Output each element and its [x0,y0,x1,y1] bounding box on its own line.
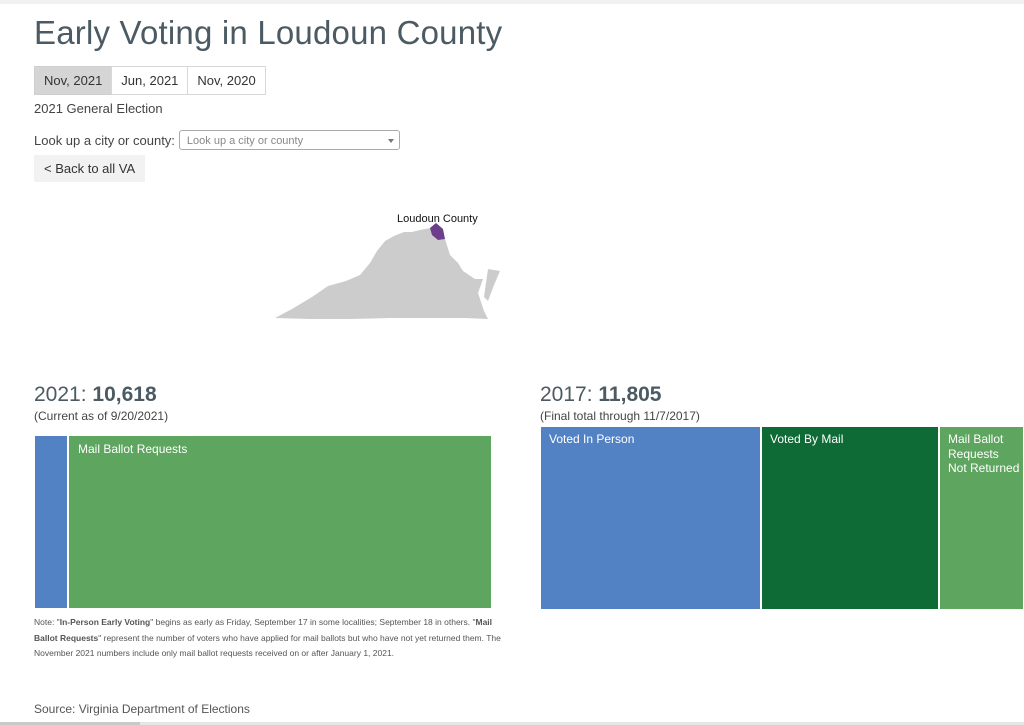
note-prefix: Note: " [34,617,60,627]
virginia-map [270,205,510,335]
note-requests-term: Mail Ballot Requests [34,617,493,643]
chevron-down-icon [387,139,394,143]
page-title: Early Voting in Loudoun County [34,14,503,51]
tab-nov-2021[interactable]: Nov, 2021 [34,66,113,95]
previous-requests-label: Mail Ballot Requests Not Returned [948,432,1020,475]
lookup-row: Look up a city or county: Look up a city… [34,130,400,150]
current-as-of: (Current as of 9/20/2021) [34,409,169,423]
virginia-map-svg [275,223,500,319]
tab-jun-2021[interactable]: Jun, 2021 [111,66,189,95]
virginia-state-shape [275,227,488,319]
virginia-eastern-shore-shape [484,269,500,301]
previous-year-heading: 2017: 11,805 [540,383,661,407]
note-in-person-term: In-Person Early Voting [59,617,151,627]
lookup-placeholder: Look up a city or county [186,135,304,147]
lookup-label: Look up a city or county: [34,132,175,148]
previous-in-person-rect[interactable]: Voted In Person [540,426,761,610]
current-year-heading: 2021: 10,618 [34,383,157,407]
county-map-label: Loudoun County [397,213,478,225]
current-mail-requests-label: Mail Ballot Requests [78,442,188,456]
note-mid: " begins as early as Friday, September 1… [150,617,476,627]
current-in-person-rect[interactable] [34,435,68,609]
tab-nov-2020[interactable]: Nov, 2020 [187,66,266,95]
current-mail-requests-rect[interactable]: Mail Ballot Requests [68,435,492,609]
footnote: Note: "In-Person Early Voting" begins as… [34,615,504,662]
source-credit: Source: Virginia Department of Elections [34,702,250,716]
election-name: 2021 General Election [34,101,163,116]
previous-requests-rect[interactable]: Mail Ballot Requests Not Returned [939,426,1024,610]
previous-by-mail-rect[interactable]: Voted By Mail [761,426,939,610]
bottom-scrollbar [0,722,1024,725]
lookup-select[interactable]: Look up a city or county [178,130,400,150]
previous-year: 2017: [540,383,593,406]
previous-total: 11,805 [598,383,662,406]
previous-by-mail-label: Voted By Mail [770,432,844,446]
loudoun-county-shape[interactable] [430,223,445,240]
top-border [0,0,1024,4]
previous-as-of: (Final total through 11/7/2017) [540,409,700,423]
current-total: 10,618 [92,383,157,406]
note-rest: " represent the number of voters who hav… [34,632,501,659]
current-year: 2021: [34,383,87,406]
previous-in-person-label: Voted In Person [549,432,635,446]
election-tabs: Nov, 2021 Jun, 2021 Nov, 2020 [34,66,266,95]
back-to-all-va-button[interactable]: < Back to all VA [34,155,146,182]
